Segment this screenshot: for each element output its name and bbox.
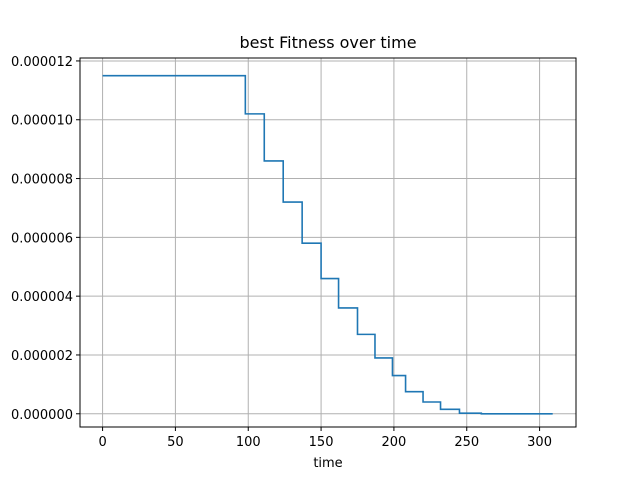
grid-layer xyxy=(80,58,576,427)
x-tick-label: 250 xyxy=(454,435,479,450)
y-tick-label: 0.000000 xyxy=(11,408,73,423)
y-tick-label: 0.000010 xyxy=(11,114,73,129)
x-tick-label: 150 xyxy=(309,435,334,450)
tick-layer: 0 50 100 150 200 250 300 0.000000 0.000002 0.0000… xyxy=(11,55,552,450)
x-tick-label: 50 xyxy=(167,435,184,450)
fitness-line xyxy=(102,74,553,415)
y-tick-label: 0.000006 xyxy=(11,231,73,246)
x-tick-label: 100 xyxy=(236,435,261,450)
x-tick-label: 300 xyxy=(527,435,552,450)
chart-title: best Fitness over time xyxy=(239,33,416,52)
x-tick-label: 200 xyxy=(382,435,407,450)
plot-area-frame xyxy=(79,57,577,428)
y-tick-label: 0.000012 xyxy=(11,55,73,70)
y-tick-label: 0.000002 xyxy=(11,349,73,364)
series-layer xyxy=(102,74,553,415)
x-axis-label: time xyxy=(313,456,342,471)
y-tick-label: 0.000004 xyxy=(11,290,73,305)
y-tick-label: 0.000008 xyxy=(11,173,73,188)
x-tick-label: 0 xyxy=(98,435,106,450)
